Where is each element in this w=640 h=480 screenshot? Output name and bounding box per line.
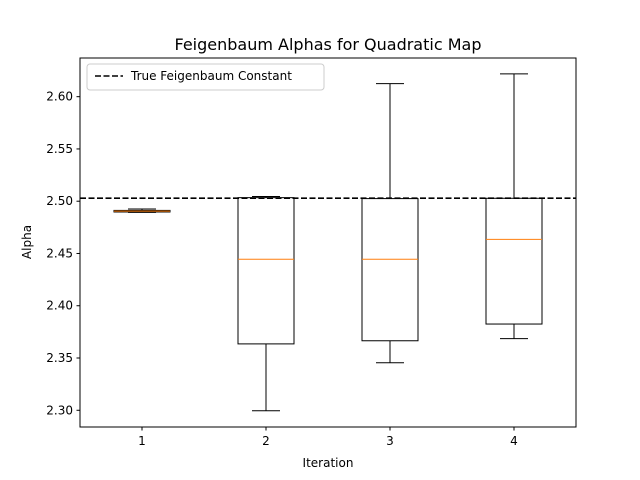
box-group-4 [485,73,543,340]
box-group-1 [113,208,171,213]
box-group-2 [237,196,295,412]
iqr-box [485,197,543,325]
plot-frame [79,57,577,428]
x-tick-label: 3 [386,434,394,448]
x-axis-label: Iteration [303,456,354,470]
y-axis: 2.30 2.35 2.40 2.45 2.50 2.55 2.60 [46,90,80,417]
y-tick-label: 2.55 [46,142,73,156]
legend-entry-reference: True Feigenbaum Constant [130,69,292,83]
box-group-3 [361,83,419,364]
x-tick-label: 4 [510,434,518,448]
iqr-box [361,198,419,342]
y-tick-label: 2.60 [46,90,73,104]
y-axis-label: Alpha [20,225,34,259]
iqr-box [237,197,295,345]
legend-box [86,63,325,91]
y-tick-label: 2.30 [46,403,73,417]
y-tick-label: 2.45 [46,246,73,260]
x-tick-label: 2 [262,434,270,448]
legend: True Feigenbaum Constant [86,63,325,91]
y-tick-label: 2.50 [46,194,73,208]
chart-title: Feigenbaum Alphas for Quadratic Map [175,35,482,54]
x-axis: 1 2 3 4 [138,427,518,448]
x-tick-label: 1 [138,434,146,448]
y-tick-label: 2.40 [46,299,73,313]
y-tick-label: 2.35 [46,351,73,365]
plot-area [80,73,576,412]
